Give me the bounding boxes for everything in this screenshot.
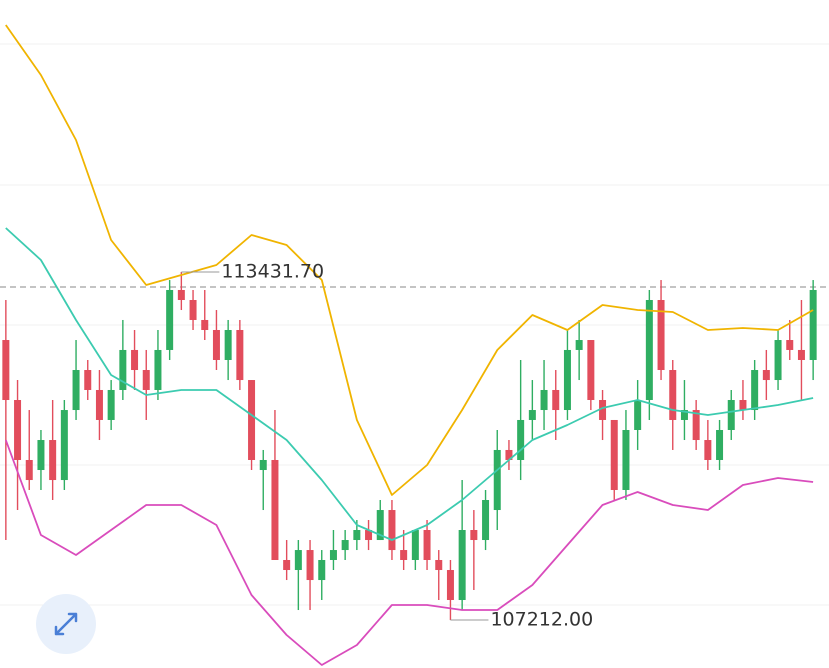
candle-body (84, 370, 92, 390)
candle-body (587, 340, 595, 401)
expand-icon[interactable] (54, 612, 78, 636)
candle-body (119, 349, 127, 390)
candle-body (563, 349, 571, 411)
candle-body (505, 449, 513, 460)
candle-body (259, 459, 267, 471)
candle-body (692, 410, 700, 441)
candle-body (528, 410, 536, 420)
plot: 113431.70 107212.00 (0, 24, 829, 666)
candle-body (458, 530, 466, 601)
candle-body (540, 389, 548, 411)
candle-body (482, 500, 490, 541)
candle-body (376, 510, 384, 541)
candle-body (154, 349, 162, 390)
candle-body (25, 459, 33, 481)
candle-body (365, 530, 373, 541)
candle-body (411, 530, 419, 560)
candle-body (716, 430, 724, 460)
candle-body (797, 349, 805, 360)
candle-body (306, 550, 314, 581)
candle-body (704, 440, 712, 460)
candle-body (224, 329, 232, 360)
candle-body (189, 300, 197, 320)
annotation-label: 113431.70 (221, 260, 324, 282)
candle-body (49, 440, 57, 481)
candle-body (201, 319, 209, 330)
candle-body (517, 419, 525, 460)
candle-body (610, 419, 618, 490)
candle-body (599, 400, 607, 420)
candle-body (95, 389, 103, 420)
band-line (5, 227, 814, 541)
candle-body (142, 370, 150, 390)
candle-body (177, 289, 185, 301)
candle-body (318, 559, 326, 581)
candle-body (762, 370, 770, 381)
candle-body (329, 550, 337, 560)
candle-body (634, 400, 642, 431)
candle-body (283, 559, 291, 571)
candle-body (271, 459, 279, 560)
candle-body (341, 540, 349, 551)
candle-body (388, 510, 396, 551)
candle-body (107, 389, 115, 420)
candle-body (423, 530, 431, 560)
candle-body (645, 300, 653, 401)
candle-body (552, 389, 560, 411)
candle-body (786, 340, 794, 350)
annotation-label: 107212.00 (490, 609, 593, 631)
candle-body (680, 410, 688, 420)
candle-body (37, 440, 45, 471)
candle-body (60, 410, 68, 481)
candle-body (470, 530, 478, 541)
candle-body (727, 400, 735, 431)
candle-body (669, 370, 677, 420)
candle-body (446, 570, 454, 601)
candle-body (657, 300, 665, 371)
candle-body (739, 400, 747, 411)
candle-body (435, 559, 443, 571)
candle-body (72, 370, 80, 411)
candle-body (575, 340, 583, 350)
candle-body (751, 370, 759, 411)
candle-body (166, 289, 174, 350)
candle-body (236, 329, 244, 381)
band-line (5, 24, 814, 496)
candle-body (774, 340, 782, 381)
candle-body (353, 530, 361, 541)
candle-body (212, 329, 220, 360)
candle-body (809, 289, 817, 360)
candle-body (294, 550, 302, 571)
candle-body (400, 550, 408, 560)
candle-body (2, 340, 10, 401)
band-line (4, 439, 814, 666)
candle-body (622, 430, 630, 490)
candle-body (493, 449, 501, 511)
candle-body (14, 400, 22, 460)
candle-body (248, 380, 256, 460)
candle-body (131, 349, 139, 371)
expand-button[interactable] (36, 594, 96, 654)
